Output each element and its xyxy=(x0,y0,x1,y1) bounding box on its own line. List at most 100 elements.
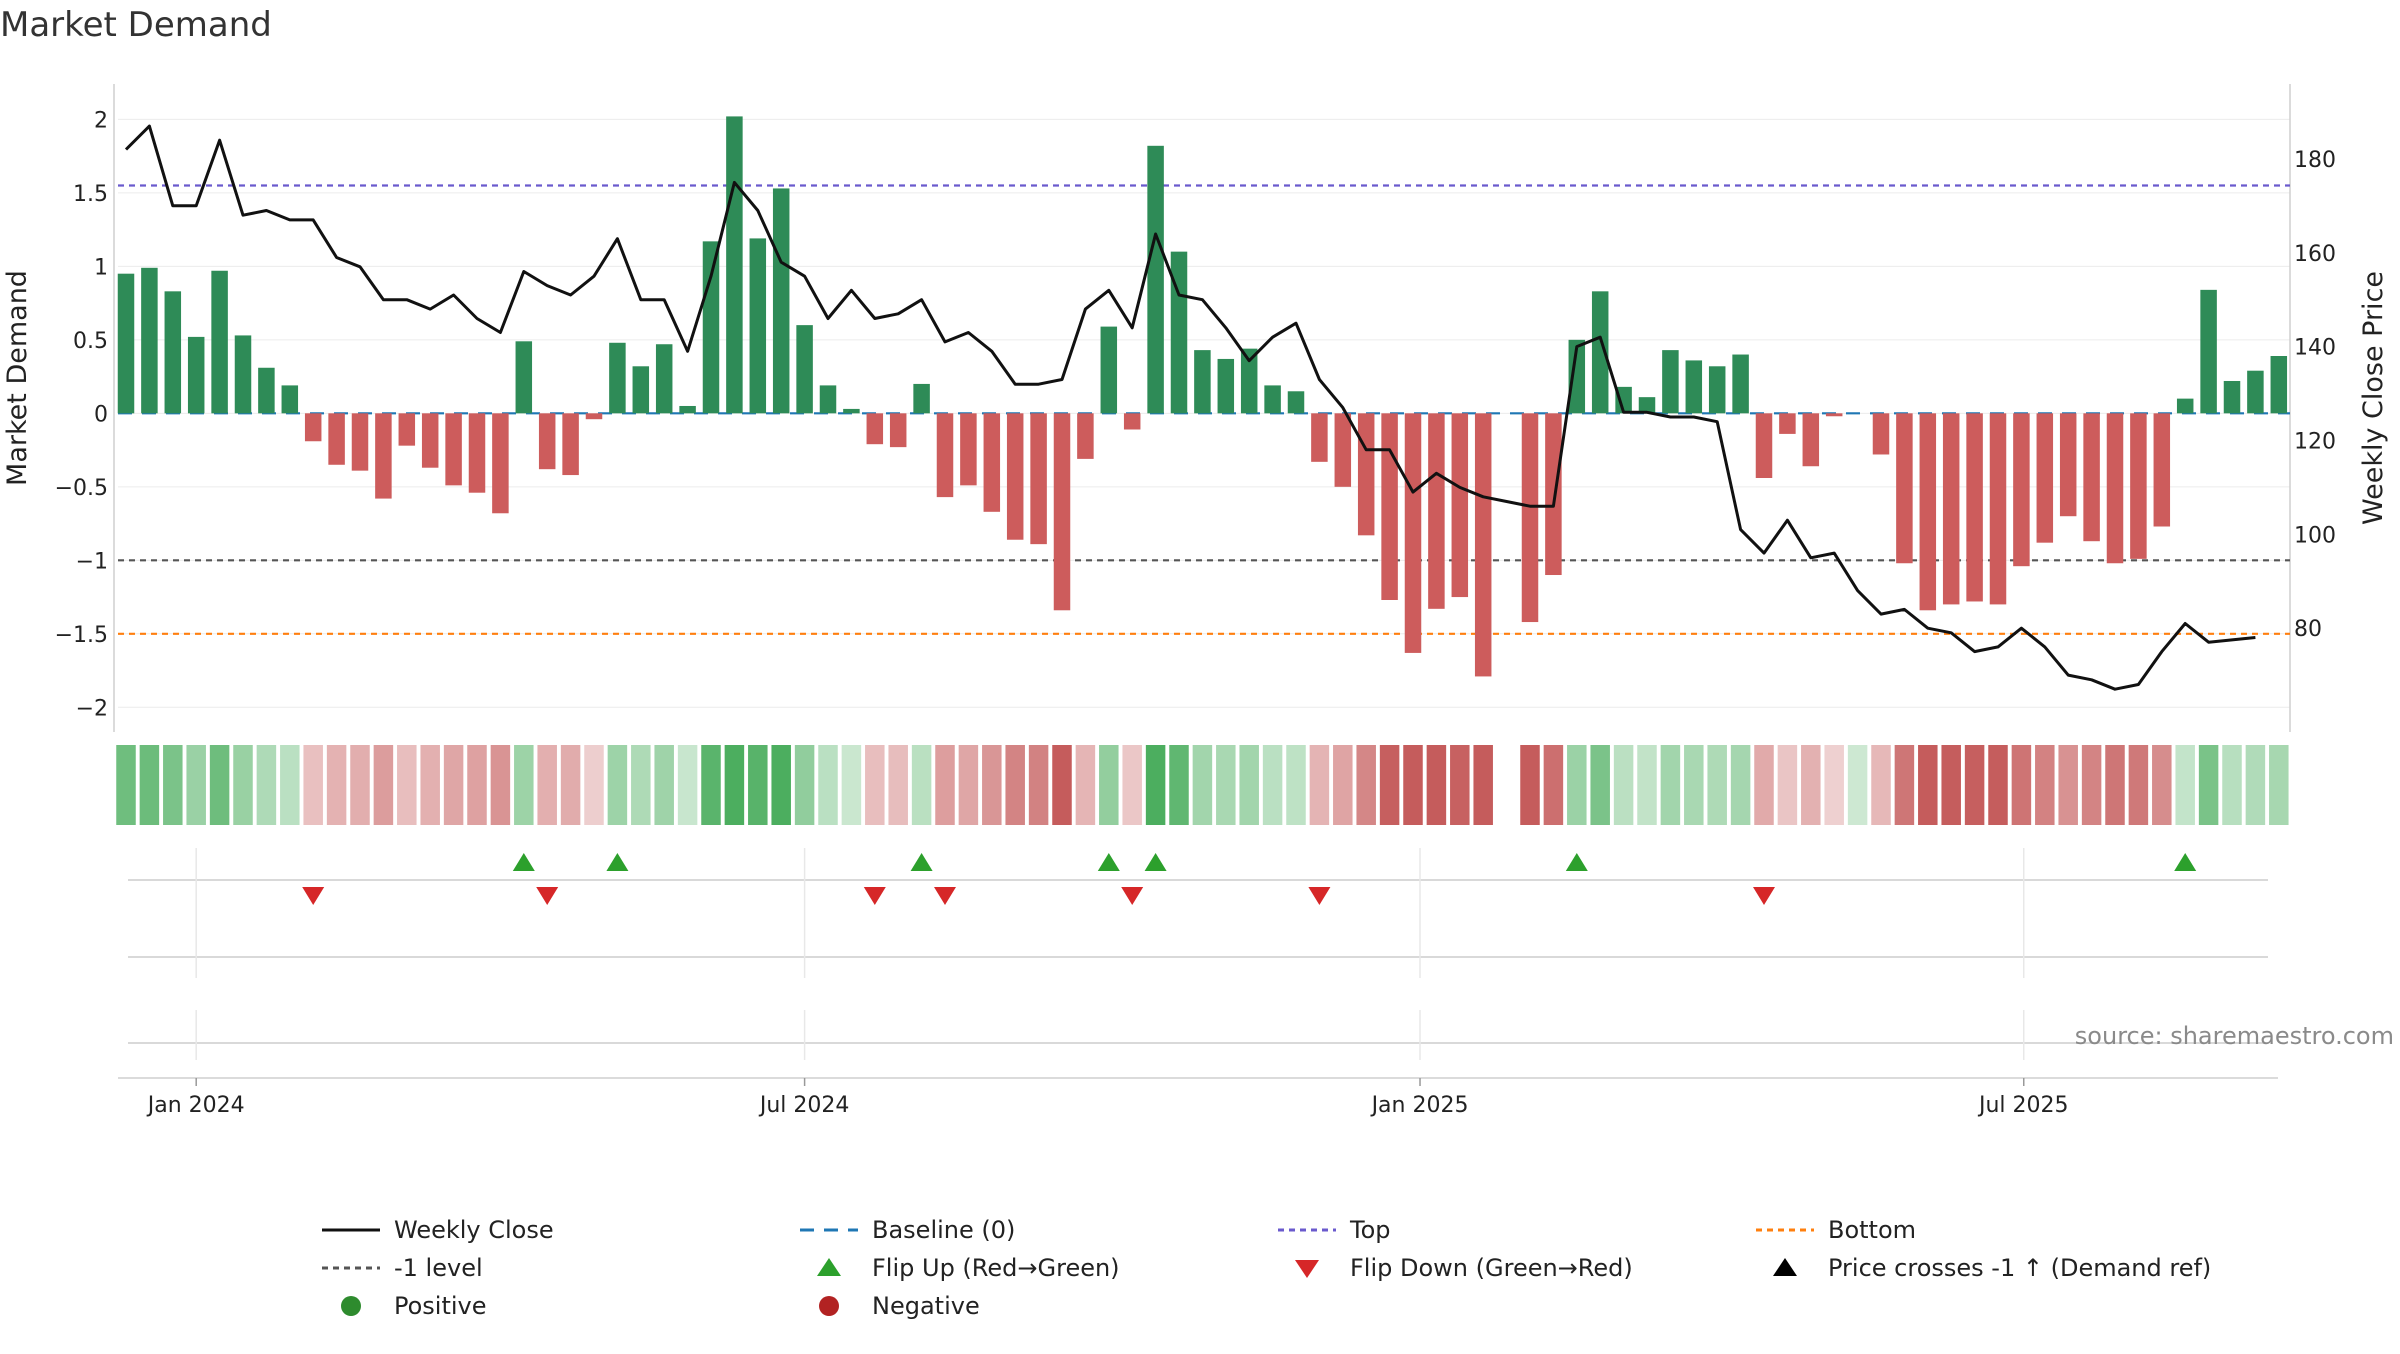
strength-cell xyxy=(1871,745,1891,825)
demand-bars xyxy=(117,116,2288,677)
strength-cell xyxy=(2081,745,2102,825)
strength-cell xyxy=(139,745,160,825)
positive-demand-bar xyxy=(2270,356,2288,414)
strength-cell xyxy=(748,745,768,825)
positive-demand-bar xyxy=(1685,360,1703,414)
legend-label: Bottom xyxy=(1828,1216,1916,1244)
strength-cell xyxy=(1286,745,1306,825)
y2-tick-label: 140 xyxy=(2294,336,2336,361)
legend: Weekly Close Baseline (0) Top Bottom -1 leve… xyxy=(322,1216,2211,1320)
negative-demand-bar xyxy=(1334,413,1352,487)
legend-label: Negative xyxy=(872,1292,980,1320)
strength-cell xyxy=(654,745,674,825)
negative-demand-bar xyxy=(2013,413,2030,567)
negative-demand-bar xyxy=(492,413,509,514)
negative-demand-bar xyxy=(1919,413,1937,611)
negative-demand-bar xyxy=(1053,413,1071,611)
strength-cell xyxy=(514,745,534,825)
strength-cell xyxy=(1192,745,1213,825)
positive-demand-bar xyxy=(609,342,626,414)
strength-cell xyxy=(2222,745,2242,825)
positive-demand-bar xyxy=(117,273,135,414)
positive-demand-bar xyxy=(913,383,930,414)
strength-cell xyxy=(607,745,628,825)
negative-demand-bar xyxy=(1942,413,1960,605)
positive-demand-bar xyxy=(2176,398,2194,414)
positive-demand-bar xyxy=(2223,380,2241,414)
legend-label: Flip Down (Green→Red) xyxy=(1350,1254,1633,1282)
positive-demand-bar xyxy=(655,344,673,414)
strength-cell xyxy=(2011,745,2032,825)
negative-demand-bar xyxy=(1521,413,1539,623)
flip-events-panel xyxy=(118,848,2278,1079)
strength-cell xyxy=(1964,745,1985,825)
y2-axis-title: Weekly Close Price xyxy=(2358,271,2389,525)
negative-demand-bar xyxy=(1989,413,2007,605)
strength-cell xyxy=(841,745,862,825)
strength-cell xyxy=(1637,745,1657,825)
positive-demand-bar xyxy=(515,341,533,414)
positive-demand-bar xyxy=(1287,391,1305,414)
legend-label: Flip Up (Red→Green) xyxy=(872,1254,1120,1282)
negative-demand-bar xyxy=(1311,413,1328,462)
negative-demand-bar xyxy=(2153,413,2171,527)
negative-demand-bar xyxy=(1381,413,1398,600)
y2-tick-label: 180 xyxy=(2294,148,2336,173)
strength-cell xyxy=(1613,745,1634,825)
legend-item: Top xyxy=(1278,1216,1391,1244)
strength-cell xyxy=(373,745,394,825)
strength-cell xyxy=(2245,745,2266,825)
strength-cell xyxy=(1730,745,1751,825)
strength-cell xyxy=(935,745,955,825)
strength-cell xyxy=(1660,745,1681,825)
strength-cell xyxy=(1262,745,1283,825)
strength-cell xyxy=(865,745,885,825)
legend-item: Bottom xyxy=(1756,1216,1916,1244)
negative-demand-bar xyxy=(866,413,884,445)
flip-up-marker xyxy=(2174,853,2197,871)
flip-down-marker xyxy=(1121,887,1144,905)
strength-cell xyxy=(537,745,557,825)
negative-demand-bar xyxy=(936,413,954,498)
strength-cell xyxy=(209,745,230,825)
strength-cell xyxy=(1005,745,1025,825)
positive-demand-bar xyxy=(1568,339,1586,414)
positive-demand-bar xyxy=(1100,326,1118,414)
strength-cell xyxy=(1450,745,1470,825)
positive-demand-bar xyxy=(141,267,158,414)
strength-cell xyxy=(1239,745,1259,825)
legend-swatch xyxy=(1773,1258,1797,1276)
legend-label: Top xyxy=(1349,1216,1391,1244)
negative-demand-bar xyxy=(1451,413,1469,598)
flip-up-marker xyxy=(910,853,933,871)
positive-demand-bar xyxy=(772,188,790,414)
flip-down-marker xyxy=(1308,887,1331,905)
flip-down-marker xyxy=(536,887,559,905)
positive-demand-bar xyxy=(843,408,860,414)
strength-cell xyxy=(326,745,347,825)
negative-demand-bar xyxy=(1545,413,1562,576)
strength-cell xyxy=(982,745,1002,825)
positive-demand-bar xyxy=(632,366,650,414)
legend-swatch xyxy=(341,1296,361,1316)
strength-cell xyxy=(2058,745,2078,825)
flip-up-marker xyxy=(512,853,535,871)
negative-demand-bar xyxy=(2059,413,2077,517)
strength-cell xyxy=(724,745,745,825)
strength-cell xyxy=(1941,745,1961,825)
strength-cell xyxy=(1918,745,1938,825)
strength-cell xyxy=(631,745,651,825)
strength-cell xyxy=(1543,745,1564,825)
demand-strength-strip xyxy=(116,745,2289,825)
strength-cell xyxy=(2269,745,2289,825)
positive-demand-bar xyxy=(281,385,299,414)
y-tick-label: 0.5 xyxy=(73,329,108,354)
strength-cell xyxy=(1754,745,1774,825)
y-tick-label: −1.5 xyxy=(55,623,108,648)
negative-demand-bar xyxy=(1474,413,1492,677)
legend-item: Price crosses -1 ↑ (Demand ref) xyxy=(1773,1254,2211,1282)
positive-demand-bar xyxy=(1732,354,1749,414)
strength-cell xyxy=(350,745,370,825)
negative-demand-bar xyxy=(1755,413,1773,478)
